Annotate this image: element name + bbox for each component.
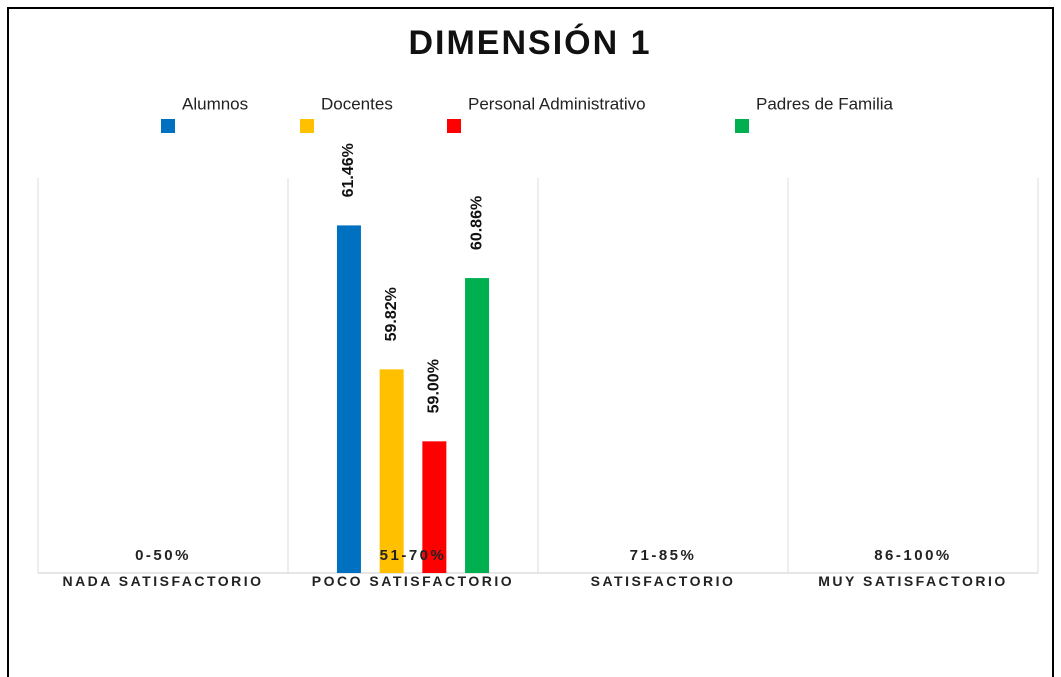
bar	[379, 369, 404, 573]
value-label: 60.86%	[468, 196, 485, 250]
legend-swatch	[735, 119, 749, 133]
bar	[465, 278, 490, 573]
chart-title: DIMENSIÓN 1	[408, 24, 651, 62]
legend-label: Padres de Familia	[756, 94, 894, 113]
legend-swatch	[300, 119, 314, 133]
value-label: 59.82%	[383, 287, 400, 341]
x-tick-label: POCO SATISFACTORIO	[311, 573, 515, 589]
value-label: 59.00%	[426, 359, 443, 413]
category-range: 71-85%	[630, 547, 697, 564]
x-tick-label: MUY SATISFACTORIO	[818, 573, 1008, 589]
category-range: 51-70%	[380, 547, 447, 564]
value-label: 61.46%	[340, 143, 357, 197]
legend-swatch	[161, 119, 175, 133]
legend-label: Alumnos	[182, 94, 248, 113]
x-tick-label: NADA SATISFACTORIO	[62, 573, 264, 589]
category-range: 86-100%	[874, 547, 952, 564]
legend-swatch	[447, 119, 461, 133]
x-tick-label: SATISFACTORIO	[590, 573, 736, 589]
bar	[336, 225, 361, 573]
bar	[422, 441, 447, 573]
category-range: 0-50%	[135, 547, 191, 564]
legend-label: Personal Administrativo	[468, 94, 646, 113]
chart-border	[7, 7, 1054, 677]
legend-label: Docentes	[321, 94, 393, 113]
